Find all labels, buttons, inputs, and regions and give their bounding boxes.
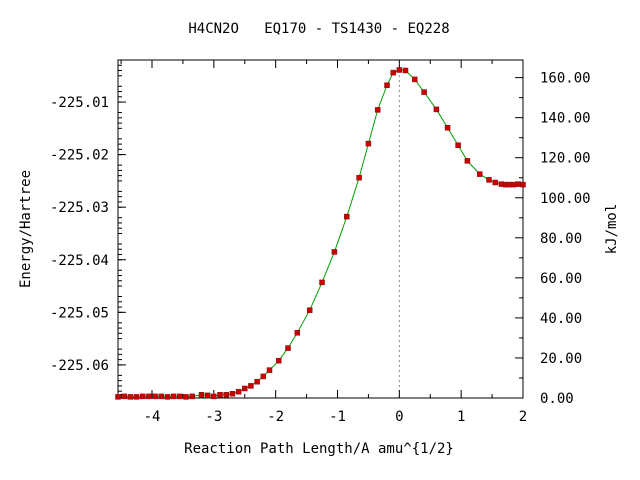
y2-tick-label: 100.00 [540, 191, 591, 207]
data-point [520, 181, 526, 188]
y2-tick-label: 20.00 [540, 351, 582, 367]
energy-line [117, 69, 524, 398]
data-point [356, 174, 362, 181]
data-point [285, 345, 291, 351]
data-point [266, 367, 273, 373]
data-point [421, 89, 427, 95]
plot-frame [117, 59, 524, 399]
data-point [412, 76, 418, 83]
data-point [464, 158, 471, 164]
data-point [365, 140, 372, 147]
data-point [242, 385, 248, 392]
y-axis-label: Energy/Hartree [18, 170, 34, 288]
y-tick-label: -225.03 [50, 200, 109, 216]
data-point [331, 249, 338, 255]
data-point [204, 392, 211, 399]
data-point [374, 107, 381, 113]
data-point [121, 393, 127, 400]
y-tick-label: -225.04 [50, 253, 109, 269]
data-point [211, 393, 217, 400]
y2-tick-label: 0.00 [540, 391, 574, 407]
x-tick-label: -1 [329, 409, 346, 425]
data-point [276, 357, 282, 364]
data-point [235, 388, 242, 395]
data-point [390, 69, 396, 76]
data-point [115, 394, 121, 400]
data-point [152, 393, 158, 400]
data-point [515, 181, 521, 187]
data-point [384, 82, 390, 88]
data-point [455, 142, 461, 148]
data-point [260, 373, 267, 380]
y2-tick-label: 120.00 [540, 151, 591, 167]
x-tick-label: -2 [267, 409, 284, 425]
data-point [254, 378, 260, 385]
y2-tick-label: 60.00 [540, 271, 582, 287]
data-point [183, 394, 189, 400]
data-point [164, 394, 171, 400]
data-point [139, 393, 146, 400]
y2-tick-label: 80.00 [540, 231, 582, 247]
data-point [158, 393, 165, 400]
data-point [306, 307, 313, 313]
data-point [402, 67, 409, 74]
data-point [229, 391, 236, 397]
data-point [476, 171, 483, 177]
y-tick-label: -225.01 [50, 95, 109, 111]
data-point [198, 392, 205, 398]
y2-tick-label: 160.00 [540, 71, 591, 87]
x-tick-label: 1 [457, 409, 465, 425]
data-point [133, 394, 140, 400]
y2-tick-label: 140.00 [540, 111, 591, 127]
data-point [294, 330, 301, 336]
data-point [223, 392, 229, 398]
data-point [248, 383, 254, 389]
x-tick-label: -3 [205, 409, 222, 425]
data-point [189, 393, 195, 400]
data-point [433, 106, 440, 113]
y-tick-label: -225.02 [50, 148, 109, 164]
y2-tick-label: 40.00 [540, 311, 582, 327]
x-tick-label: 0 [395, 409, 403, 425]
data-point [344, 213, 350, 220]
plot-area: -4 -3 -2 -1 0 1 2 -225.01 -225.02 -225.03 -225.04 -… [50, 59, 591, 425]
data-point [170, 393, 177, 400]
x-axis-label: Reaction Path Length/A amu^{1/2} [184, 441, 454, 457]
data-point [177, 393, 183, 400]
data-point [217, 392, 223, 398]
data-point [146, 393, 152, 400]
chart-title: H4CN2O EQ170 - TS1430 - EQ228 [188, 21, 449, 37]
x-tick-label: 2 [519, 409, 527, 425]
y-tick-label: -225.06 [50, 358, 109, 374]
y2-axis-label: kJ/mol [604, 204, 620, 255]
data-point [127, 394, 134, 400]
data-point [396, 67, 403, 73]
data-point [319, 279, 325, 286]
x-tick-label: -4 [144, 409, 161, 425]
data-point [486, 177, 492, 183]
data-point [444, 125, 451, 131]
y-tick-label: -225.05 [50, 305, 109, 321]
data-point [492, 179, 498, 186]
